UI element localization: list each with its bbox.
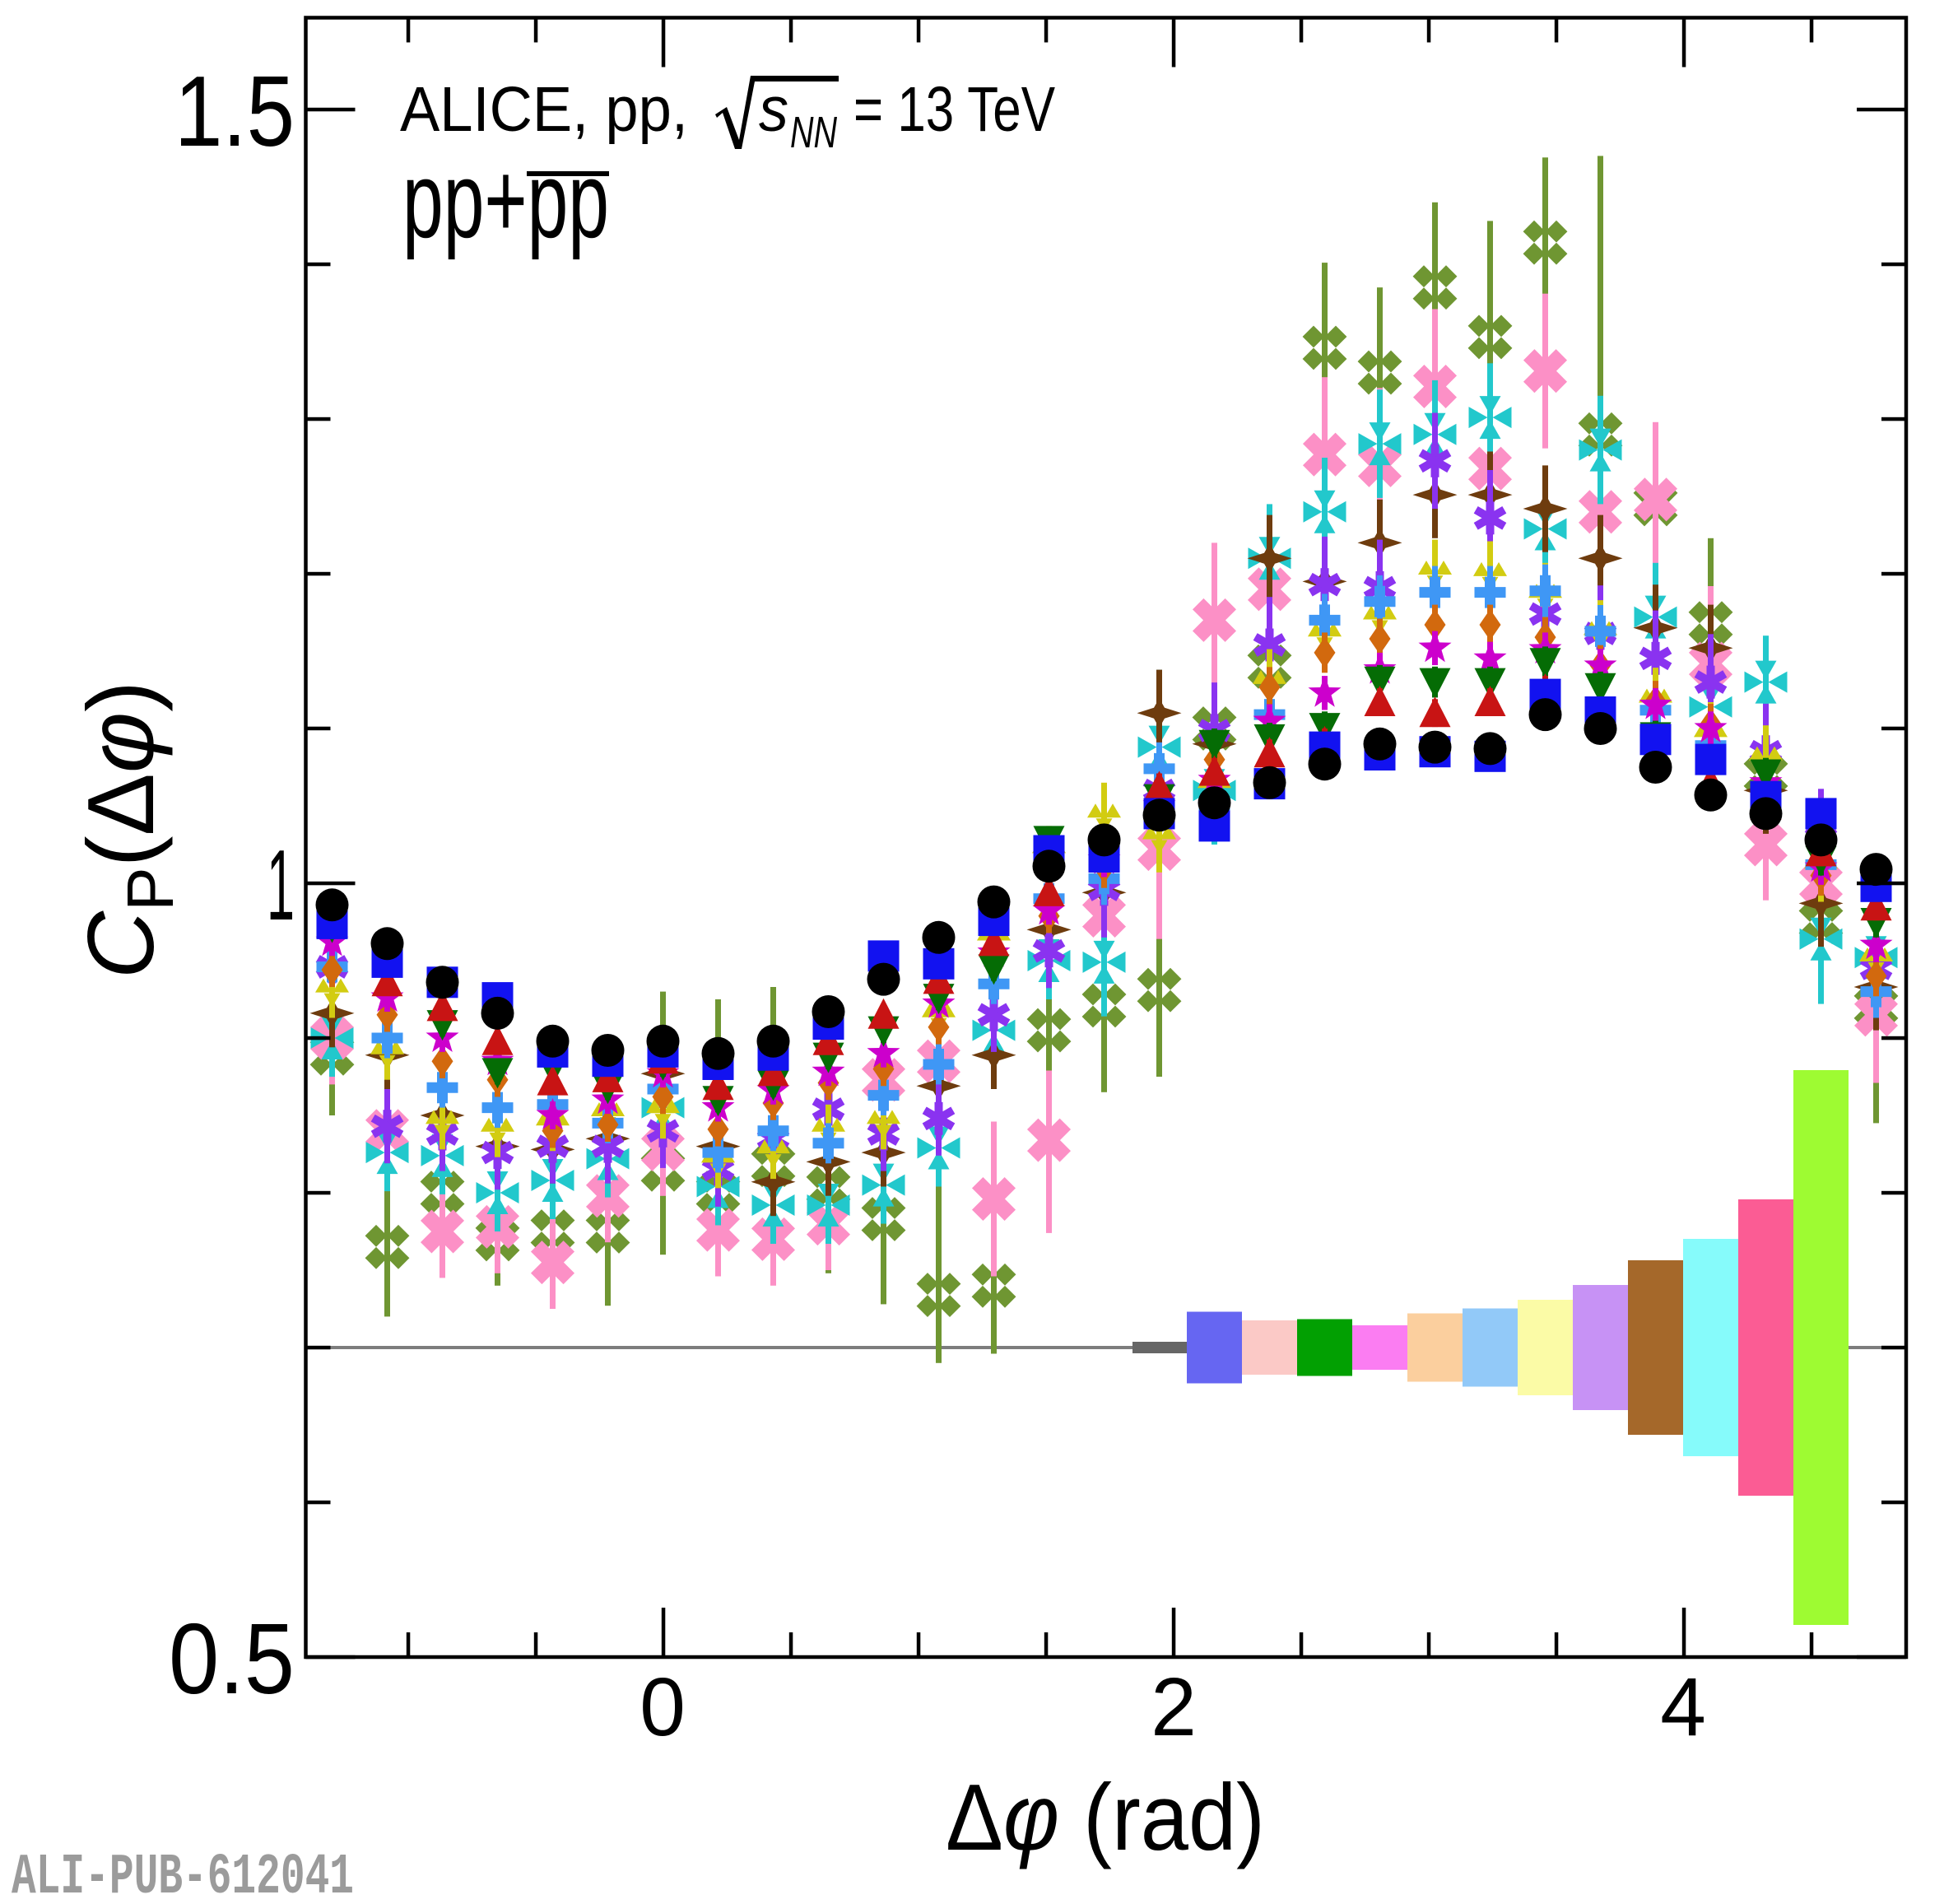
svg-text:4: 4 [1660,1661,1706,1753]
svg-text:0.5: 0.5 [169,1603,295,1715]
svg-text:pp+pp: pp+pp [402,139,609,260]
svg-text:NN: NN [790,108,838,157]
svg-text:ALI-PUB-612041: ALI-PUB-612041 [12,1846,354,1900]
svg-text:ALICE, pp,: ALICE, pp, [400,74,688,145]
svg-text:Δφ (rad): Δφ (rad) [946,1766,1265,1870]
svg-text:1.5: 1.5 [174,55,295,167]
svg-text:CP(Δφ): CP(Δφ) [69,681,187,979]
svg-text:= 13 TeV: = 13 TeV [853,74,1056,145]
svg-text:s: s [759,74,788,145]
svg-text:1: 1 [267,829,295,941]
svg-text:0: 0 [639,1661,686,1753]
svg-text:2: 2 [1151,1661,1197,1753]
